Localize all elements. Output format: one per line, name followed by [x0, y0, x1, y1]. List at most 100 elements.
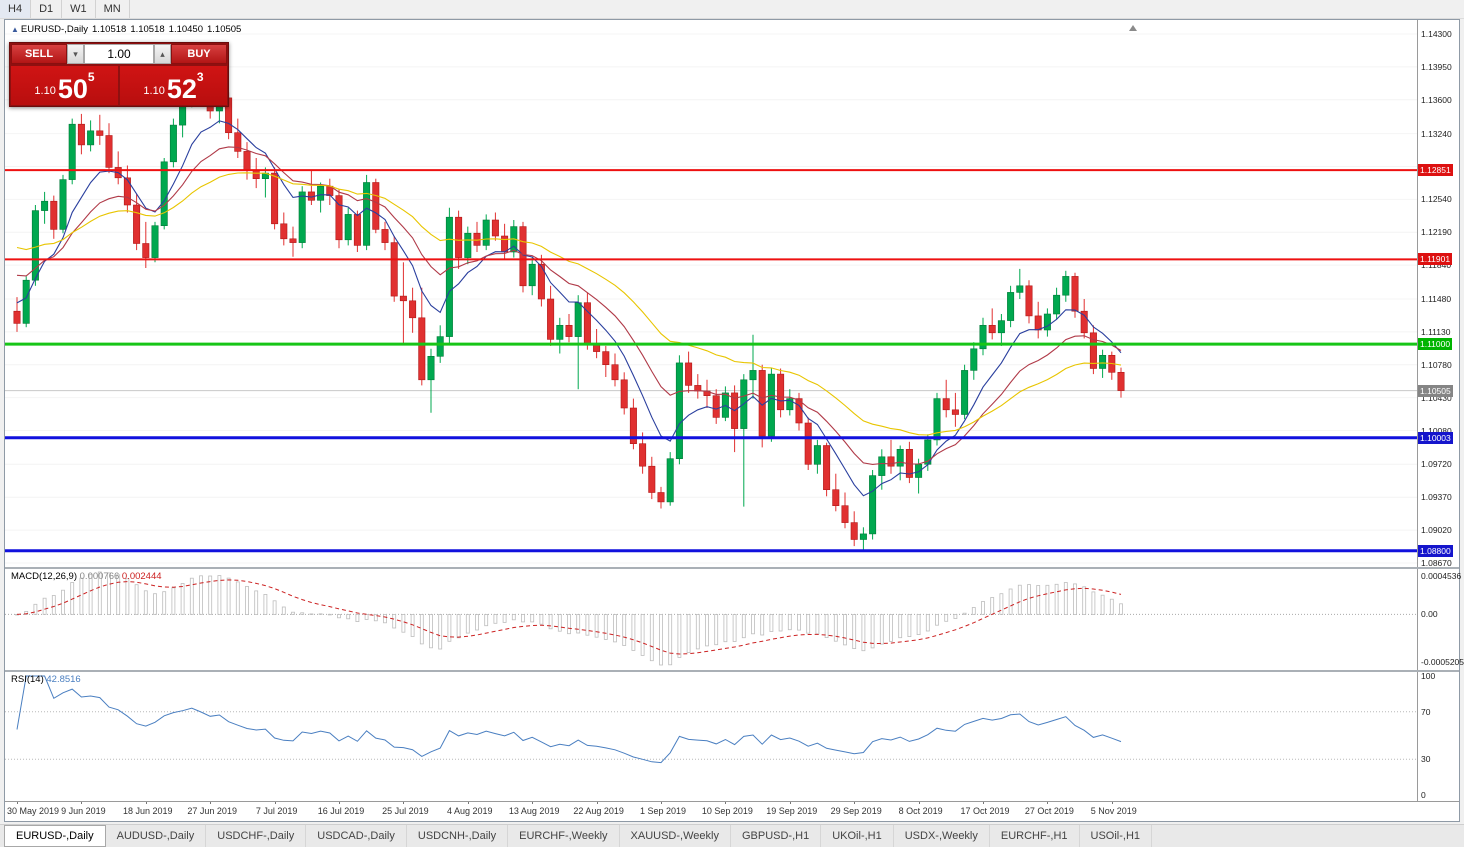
timeframe-mn-button[interactable]: MN	[96, 0, 130, 18]
macd-name: MACD(12,26,9)	[11, 571, 77, 582]
chart-tab-eurusd-daily[interactable]: EURUSD-,Daily	[4, 825, 106, 847]
chart-tab-ukoil-h1[interactable]: UKOil-,H1	[821, 825, 894, 847]
price-axis-tick: 1.13240	[1421, 128, 1452, 139]
rsi-axis-tick: 30	[1421, 754, 1431, 765]
macd-pane-separator[interactable]	[5, 567, 1459, 569]
price-level-tag[interactable]: 1.12851	[1418, 164, 1453, 177]
date-axis-label: 7 Jul 2019	[255, 806, 298, 816]
date-axis-label: 8 Oct 2019	[898, 806, 943, 816]
date-axis-tick	[1111, 801, 1113, 804]
date-axis-tick	[403, 801, 405, 804]
volume-decrease-button[interactable]: ▾	[67, 44, 84, 64]
date-axis-tick	[725, 801, 727, 804]
chart-tab-usdx-weekly[interactable]: USDX-,Weekly	[894, 825, 990, 847]
price-axis-tick: 1.13600	[1421, 94, 1452, 105]
timeframe-toolbar: H4 D1 W1 MN	[0, 0, 1464, 19]
one-click-trading-panel: SELL ▾ 1.00 ▴ BUY 1.10 50 5 1.10 52 3	[9, 42, 229, 107]
sell-button[interactable]: SELL	[11, 44, 67, 64]
price-level-tag[interactable]: 1.11000	[1418, 338, 1453, 351]
price-axis-line	[1417, 20, 1418, 801]
date-axis-tick	[789, 801, 791, 804]
date-axis-label: 16 Jul 2019	[317, 806, 365, 816]
volume-increase-button[interactable]: ▴	[154, 44, 171, 64]
date-axis-tick	[274, 801, 276, 804]
chart-tabs-bar: EURUSD-,Daily AUDUSD-,Daily USDCHF-,Daily U…	[0, 824, 1464, 847]
rsi-name: RSI(14)	[11, 674, 44, 685]
timeframe-h4-button[interactable]: H4	[0, 0, 32, 18]
timeframe-w1-button[interactable]: W1	[62, 0, 96, 18]
price-level-tag[interactable]: 1.10003	[1418, 431, 1453, 444]
chart-canvas[interactable]	[5, 20, 1459, 821]
price-level-tag[interactable]: 1.11901	[1418, 253, 1453, 266]
open-value: 1.10518	[91, 24, 127, 35]
date-axis-label: 22 Aug 2019	[573, 806, 624, 816]
price-axis-tick: 1.11130	[1421, 326, 1451, 337]
symbol-period-label: EURUSD-,Daily	[20, 24, 88, 35]
rsi-pane-separator[interactable]	[5, 670, 1459, 672]
date-axis-label: 29 Sep 2019	[830, 806, 882, 816]
candle-bodies	[13, 69, 1125, 540]
macd-axis-zero: 0.00	[1421, 609, 1438, 620]
macd-histogram	[15, 571, 1123, 666]
date-axis-tick	[918, 801, 920, 804]
macd-indicator-label: MACD(12,26,9) 0.000766 0.002444	[11, 571, 162, 582]
date-axis-tick	[596, 801, 598, 804]
buy-price-display[interactable]: 1.10 52 3	[120, 66, 227, 105]
price-axis-tick: 1.12190	[1421, 227, 1452, 238]
date-axis-label: 5 Nov 2019	[1090, 806, 1137, 816]
price-axis-tick: 1.12540	[1421, 194, 1452, 205]
date-axis-tick	[467, 801, 469, 804]
rsi-indicator-label: RSI(14) 42.8516	[11, 674, 81, 685]
chart-tab-usdcnh-daily[interactable]: USDCNH-,Daily	[407, 825, 509, 847]
rsi-axis-tick: 0	[1421, 790, 1426, 800]
macd-axis-min: -0.0005205	[1421, 657, 1464, 667]
date-axis-tick	[854, 801, 856, 804]
chart-tab-usoil-h1[interactable]: USOil-,H1	[1080, 825, 1153, 847]
high-value: 1.10518	[130, 24, 165, 35]
timeframe-d1-button[interactable]: D1	[31, 0, 63, 18]
price-axis-tick: 1.14300	[1421, 29, 1452, 39]
chart-tab-usdchf-daily[interactable]: USDCHF-,Daily	[206, 825, 307, 847]
chart-tab-xauusd-weekly[interactable]: XAUUSD-,Weekly	[620, 825, 731, 847]
chart-shift-marker-icon[interactable]	[1129, 25, 1137, 31]
date-axis-tick	[145, 801, 147, 804]
sell-price-display[interactable]: 1.10 50 5	[11, 66, 118, 105]
rsi-axis-tick: 70	[1421, 706, 1431, 717]
date-axis-tick	[983, 801, 984, 804]
volume-input[interactable]: 1.00	[84, 44, 154, 64]
rsi-value: 42.8516	[46, 674, 81, 685]
date-axis-label: 9 Jun 2019	[61, 806, 106, 816]
price-level-tag[interactable]: 1.08800	[1418, 544, 1453, 557]
collapse-panel-icon[interactable]: ▲	[11, 25, 19, 34]
date-axis-label: 27 Jun 2019	[187, 806, 237, 816]
buy-button[interactable]: BUY	[171, 44, 227, 64]
chart-window: 1.143001.139501.136001.132401.128901.125…	[4, 19, 1464, 822]
chart-tab-eurchf-weekly[interactable]: EURCHF-,Weekly	[508, 825, 620, 847]
chart-tab-eurchf-h1[interactable]: EURCHF-,H1	[990, 825, 1080, 847]
chart-tab-gbpusd-h1[interactable]: GBPUSD-,H1	[731, 825, 822, 847]
buy-price-big-digits: 52	[166, 74, 197, 105]
date-axis-label: 18 Jun 2019	[123, 806, 173, 816]
candle-wicks	[16, 54, 1122, 552]
ma-line-32	[16, 172, 1122, 436]
low-value: 1.10450	[168, 24, 203, 35]
ma-line-16	[16, 146, 1122, 465]
date-axis-tick	[661, 801, 662, 804]
date-axis-label: 25 Jul 2019	[382, 806, 429, 816]
macd-axis-max: 0.0004536	[1421, 571, 1462, 581]
date-axis-label: 19 Sep 2019	[766, 806, 818, 816]
close-value: 1.10505	[207, 24, 242, 35]
price-axis-tick: 1.08670	[1421, 558, 1452, 568]
price-axis-tick: 1.09020	[1421, 525, 1452, 536]
chart-tab-usdcad-daily[interactable]: USDCAD-,Daily	[306, 825, 407, 847]
chart-tab-audusd-daily[interactable]: AUDUSD-,Daily	[106, 825, 207, 847]
date-axis-tick	[532, 801, 534, 804]
date-axis-label: 4 Aug 2019	[447, 806, 493, 816]
date-axis-tick	[17, 801, 18, 804]
price-axis-tick: 1.10780	[1421, 359, 1452, 370]
date-axis-tick	[1047, 801, 1049, 804]
price-level-tag[interactable]: 1.10505	[1418, 384, 1453, 397]
date-axis-tick	[339, 801, 340, 804]
date-axis-label: 13 Aug 2019	[508, 806, 560, 816]
